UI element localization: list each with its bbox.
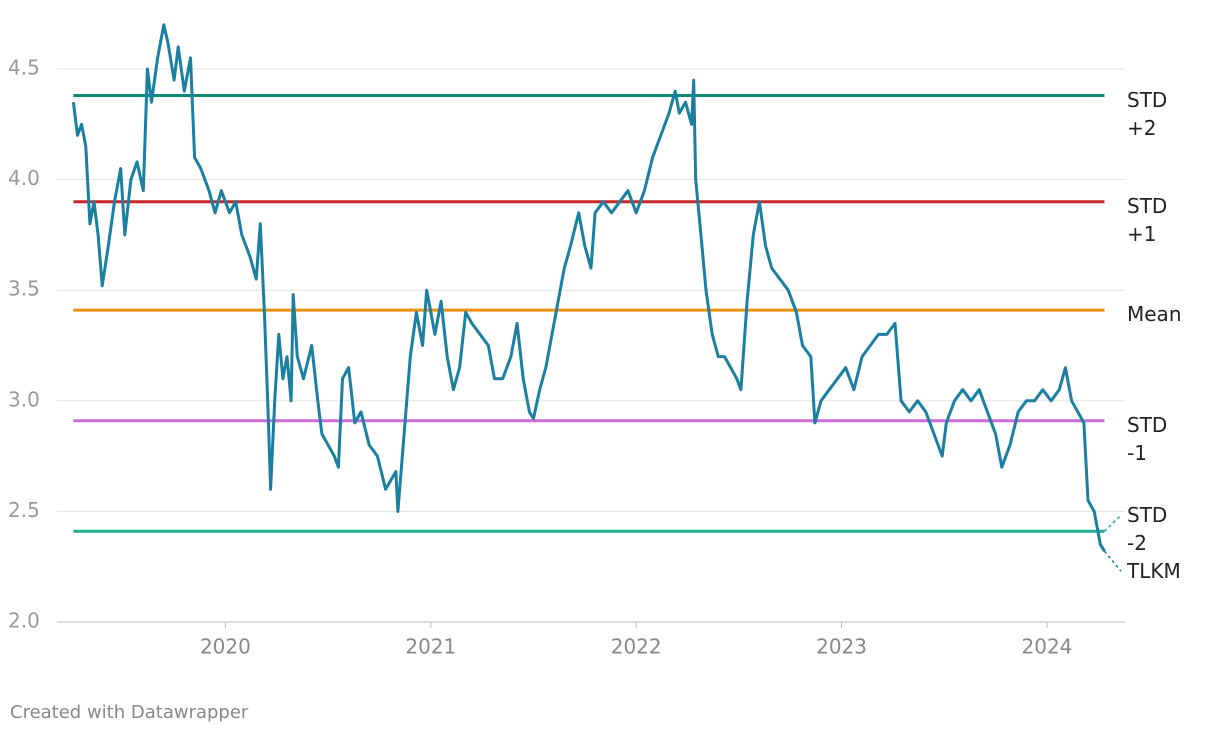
y-tick-label: 3.5 (8, 277, 40, 301)
y-tick-label: 4.0 (8, 166, 40, 190)
series-label: STD +1 (1127, 193, 1168, 246)
series-label: TLKM (1127, 559, 1181, 584)
data-line (71, 23, 1106, 552)
x-tick-label: 2020 (200, 635, 251, 659)
label-connector (1103, 550, 1122, 572)
x-tick-label: 2022 (611, 635, 662, 659)
series-label: Mean (1127, 302, 1182, 327)
footer: Created with Datawrapper (10, 702, 249, 723)
y-tick-label: 3.0 (8, 387, 40, 411)
series-label: STD -1 (1127, 412, 1168, 465)
label-connector (1103, 514, 1122, 532)
x-tick-label: 2021 (405, 635, 456, 659)
y-tick-label: 2.0 (8, 609, 40, 633)
y-tick-label: 2.5 (8, 498, 40, 522)
series-label: STD +2 (1127, 87, 1168, 140)
y-tick-label: 4.5 (8, 56, 40, 80)
x-tick-label: 2024 (1022, 635, 1073, 659)
series-label: STD -2 (1127, 503, 1168, 556)
x-tick-label: 2023 (816, 635, 867, 659)
